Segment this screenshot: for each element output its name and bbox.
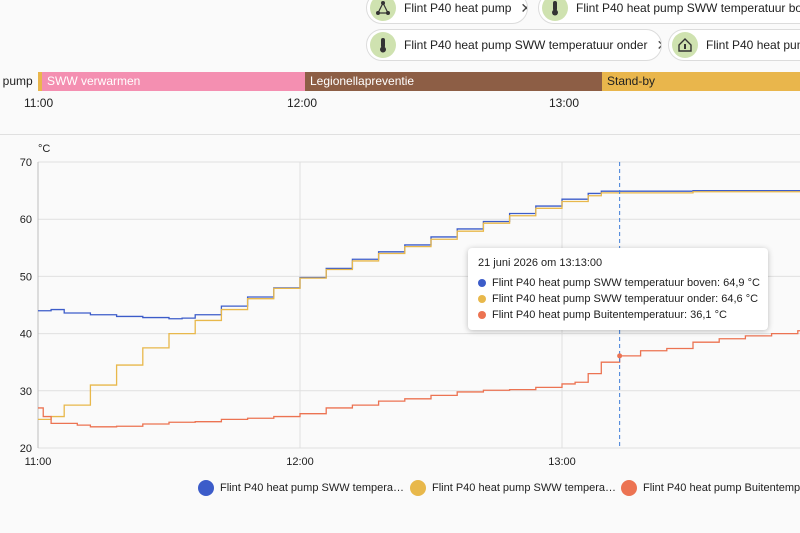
close-icon[interactable]: ✕ [656, 38, 661, 52]
timeline-segment[interactable]: SWW verwarmen [42, 72, 305, 91]
series-line-3 [38, 330, 800, 428]
x-tick-label: 13:00 [548, 456, 576, 468]
legend-dot [410, 480, 426, 496]
legend-item[interactable]: Flint P40 heat pump Buitentemper [621, 480, 800, 496]
y-tick-label: 20 [20, 443, 32, 455]
series-dot [478, 279, 486, 287]
legend-item[interactable]: Flint P40 heat pump SWW tempera… [410, 480, 615, 496]
segment-label: t pump [0, 74, 33, 88]
chip-label: Flint P40 heat pump [706, 38, 800, 52]
timeline-segment[interactable]: t pump [0, 72, 38, 91]
entity-chip-sww-boven[interactable]: Flint P40 heat pump SWW temperatuur bove… [538, 0, 800, 24]
y-axis-unit: °C [38, 143, 50, 155]
chart-tooltip: 21 juni 2026 om 13:13:00 Flint P40 heat … [468, 248, 768, 330]
home-thermometer-icon [672, 32, 698, 58]
timeline-segment[interactable]: Legionellapreventie [305, 72, 602, 91]
divider [0, 134, 800, 135]
timeline-segment[interactable] [38, 72, 42, 91]
timeline-segment[interactable]: Stand-by [602, 72, 800, 91]
chip-label: Flint P40 heat pump [404, 1, 512, 15]
legend-label: Flint P40 heat pump Buitentemper [643, 482, 800, 494]
tooltip-row-text: Flint P40 heat pump SWW temperatuur onde… [492, 293, 759, 305]
legend-dot [621, 480, 637, 496]
legend-item[interactable]: Flint P40 heat pump SWW tempera… [198, 480, 403, 496]
hover-point [617, 353, 623, 359]
x-tick-label: 12:00 [286, 456, 314, 468]
segment-label: SWW verwarmen [47, 74, 141, 88]
heat-pump-icon [370, 0, 396, 21]
timeline-tick: 13:00 [549, 96, 580, 110]
entity-chip-buitentemperatuur[interactable]: Flint P40 heat pump [668, 29, 800, 61]
thermometer-icon [542, 0, 568, 21]
tooltip-row: Flint P40 heat pump SWW temperatuur bove… [478, 275, 760, 291]
tooltip-row-text: Flint P40 heat pump SWW temperatuur bove… [492, 277, 760, 289]
series-line-1 [38, 189, 800, 320]
timeline-tick: 11:00 [24, 96, 54, 110]
entity-chip-sww-onder[interactable]: Flint P40 heat pump SWW temperatuur onde… [366, 29, 662, 61]
series-dot [478, 311, 486, 319]
legend-label: Flint P40 heat pump SWW tempera… [432, 482, 615, 494]
y-tick-label: 40 [20, 329, 32, 341]
segment-label: Legionellapreventie [310, 74, 415, 88]
state-timeline: t pump SWW verwarmen Legionellapreventie… [0, 72, 800, 91]
timeline-tick: 12:00 [287, 96, 318, 110]
y-tick-label: 50 [20, 271, 32, 283]
series-line-2 [38, 191, 800, 421]
chart-legend: Flint P40 heat pump SWW tempera… Flint P… [0, 480, 800, 500]
y-tick-label: 30 [20, 386, 32, 398]
tooltip-date: 21 juni 2026 om 13:13:00 [478, 257, 603, 269]
x-tick-label: 11:00 [25, 456, 52, 468]
thermometer-icon [370, 32, 396, 58]
segment-label: Stand-by [607, 74, 656, 88]
tooltip-row-text: Flint P40 heat pump Buitentemperatuur: 3… [492, 309, 727, 321]
y-tick-label: 60 [20, 214, 32, 226]
chip-label: Flint P40 heat pump SWW temperatuur bove… [576, 1, 800, 15]
legend-label: Flint P40 heat pump SWW tempera… [220, 482, 403, 494]
legend-dot [198, 480, 214, 496]
tooltip-row: Flint P40 heat pump Buitentemperatuur: 3… [478, 307, 758, 323]
chip-label: Flint P40 heat pump SWW temperatuur onde… [404, 38, 648, 52]
series-dot [478, 295, 486, 303]
tooltip-row: Flint P40 heat pump SWW temperatuur onde… [478, 291, 758, 307]
close-icon[interactable]: ✕ [520, 1, 527, 15]
y-tick-label: 70 [20, 157, 32, 169]
entity-chip-heat-pump[interactable]: Flint P40 heat pump ✕ [366, 0, 528, 24]
